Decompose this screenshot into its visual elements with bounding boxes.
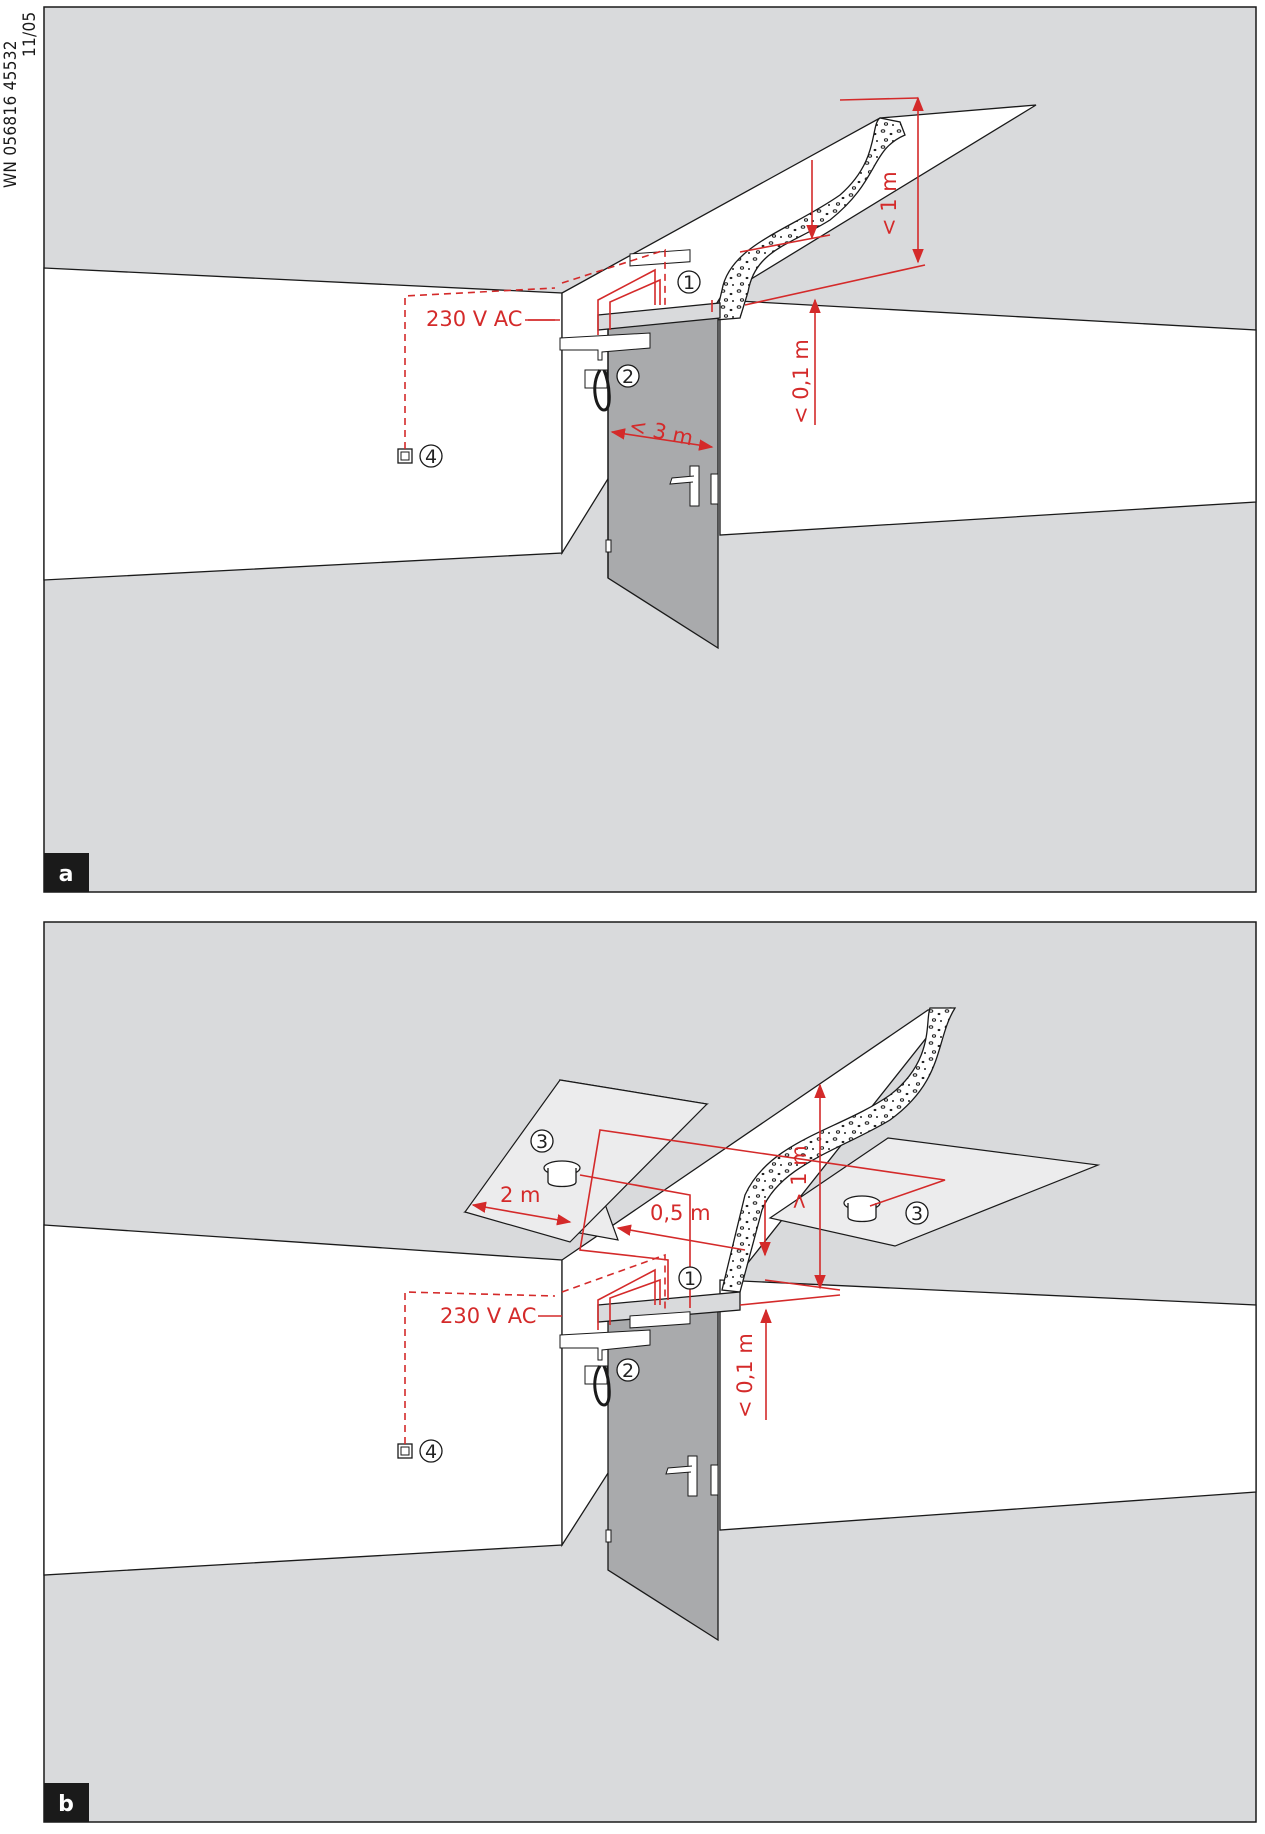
panel-a-cable (593, 369, 611, 412)
panel-b-callout-1: 1 (678, 1266, 702, 1290)
panel-a-callout-1: 1 (677, 270, 701, 294)
panel-b-callout-2-text: 2 (622, 1360, 634, 1382)
panel-a-door-handle-plate (689, 465, 700, 507)
panel-a-ceiling-edge (714, 117, 906, 321)
panel-a-callout-2: 2 (616, 364, 640, 388)
panel-b-smoke-detector-left (543, 1160, 581, 1188)
panel-b-left-wall (43, 1224, 563, 1576)
panel-b-cable (593, 1365, 611, 1407)
panel-b-voltage-label: 230 V AC (440, 1304, 536, 1328)
panel-b-callout-1-text: 1 (684, 1268, 696, 1290)
panel-b-door-hinge (605, 1529, 612, 1543)
document-code-line1: WN 056816 45532 (1, 40, 21, 188)
panel-b-callout-4: 4 (419, 1439, 443, 1463)
panel-a-right-wall (719, 299, 1257, 536)
panel-a-below-ceiling-dim-label: < 0,1 m (789, 339, 813, 424)
panel-b-right-wall (719, 1279, 1257, 1531)
panel-b-lateral-dim-label: 2 m (500, 1183, 541, 1207)
panel-a-wiring (404, 248, 666, 449)
panel-b-letter-badge (44, 1783, 89, 1822)
panel-a-release-button (397, 448, 413, 464)
panel-b-offset-dim-label: 0,5 m (650, 1201, 711, 1225)
panel-a-door-handle (669, 475, 695, 485)
panel-b-smoke-detector-right (843, 1195, 881, 1223)
panel-b-callout-3-left-text: 3 (536, 1131, 548, 1153)
panel-b-callout-3-right: 3 (905, 1201, 929, 1225)
panel-a-callout-2-text: 2 (622, 366, 634, 388)
panel-a-callout-1-text: 1 (683, 272, 695, 294)
panel-a-callout-4-text: 4 (425, 446, 437, 468)
panel-a: 230 V AC < 1 m < 0,1 m < 3 m 1 2 4 a (43, 6, 1257, 893)
panel-b-ceiling-edge (721, 1007, 957, 1293)
panel-a-dimensions (610, 96, 926, 451)
document-code: WN 056816 45532 (1, 40, 21, 188)
panel-b-ceiling-dim-label: > 1 m (787, 1145, 811, 1210)
panel-b: 230 V AC > 1 m < 0,1 m 2 m 0,5 m 1 2 3 3 (43, 921, 1257, 1823)
panel-b-corner-wall (561, 1007, 952, 1548)
panel-b-callout-3-right-text: 3 (911, 1203, 923, 1225)
panel-a-door-hinge (605, 539, 612, 553)
panel-a-ceiling-dim-label: < 1 m (877, 171, 901, 236)
panel-b-below-ceiling-dim-label: < 0,1 m (733, 1333, 757, 1418)
panel-b-dimensions (471, 1083, 841, 1420)
panel-b-arm (559, 1329, 651, 1361)
panel-b-callout-2: 2 (616, 1358, 640, 1382)
panel-a-arm (559, 332, 651, 361)
panel-a-letter: a (59, 862, 74, 887)
panel-b-door-handle (665, 1465, 693, 1475)
panel-b-smoke-switch (629, 1311, 691, 1329)
panel-a-voltage-label: 230 V AC (426, 307, 522, 331)
document-code-line2: 11/05 (20, 11, 40, 57)
panel-b-release-button (397, 1443, 413, 1459)
panel-b-letter: b (58, 1792, 74, 1817)
panel-b-callout-3-left: 3 (530, 1129, 554, 1153)
panel-b-door-handle-plate (687, 1455, 698, 1497)
panel-b-ceiling-tile-left-fill (464, 1079, 709, 1243)
panel-a-letter-badge (44, 853, 89, 892)
panel-a-callout-4: 4 (419, 444, 443, 468)
document-code-date: 11/05 (20, 11, 40, 57)
panel-b-callout-4-text: 4 (425, 1441, 437, 1463)
